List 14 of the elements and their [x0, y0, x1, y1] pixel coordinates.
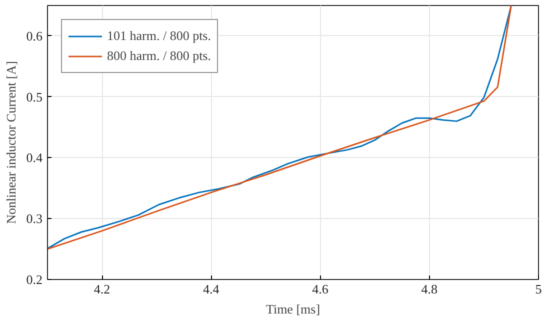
y-tick-label: 0.6: [26, 28, 43, 44]
x-tick-label: 5: [535, 282, 542, 296]
x-tick-label: 4.8: [421, 282, 438, 296]
x-axis-title: Time [ms]: [266, 302, 320, 316]
y-tick-label: 0.4: [26, 150, 43, 166]
y-axis-title: Nonlinear inductor Current [A]: [3, 61, 18, 224]
y-tick-label: 0.3: [26, 211, 42, 226]
x-tick-label: 4.2: [94, 282, 110, 296]
y-tick-label: 0.5: [26, 89, 42, 104]
x-tick-label: 4.4: [203, 282, 220, 296]
legend-label: 800 harm. / 800 pts.: [107, 48, 211, 64]
x-tick-label: 4.6: [312, 282, 329, 296]
y-tick-label: 0.2: [26, 272, 42, 287]
legend-label: 101 harm. / 800 pts.: [107, 28, 211, 44]
